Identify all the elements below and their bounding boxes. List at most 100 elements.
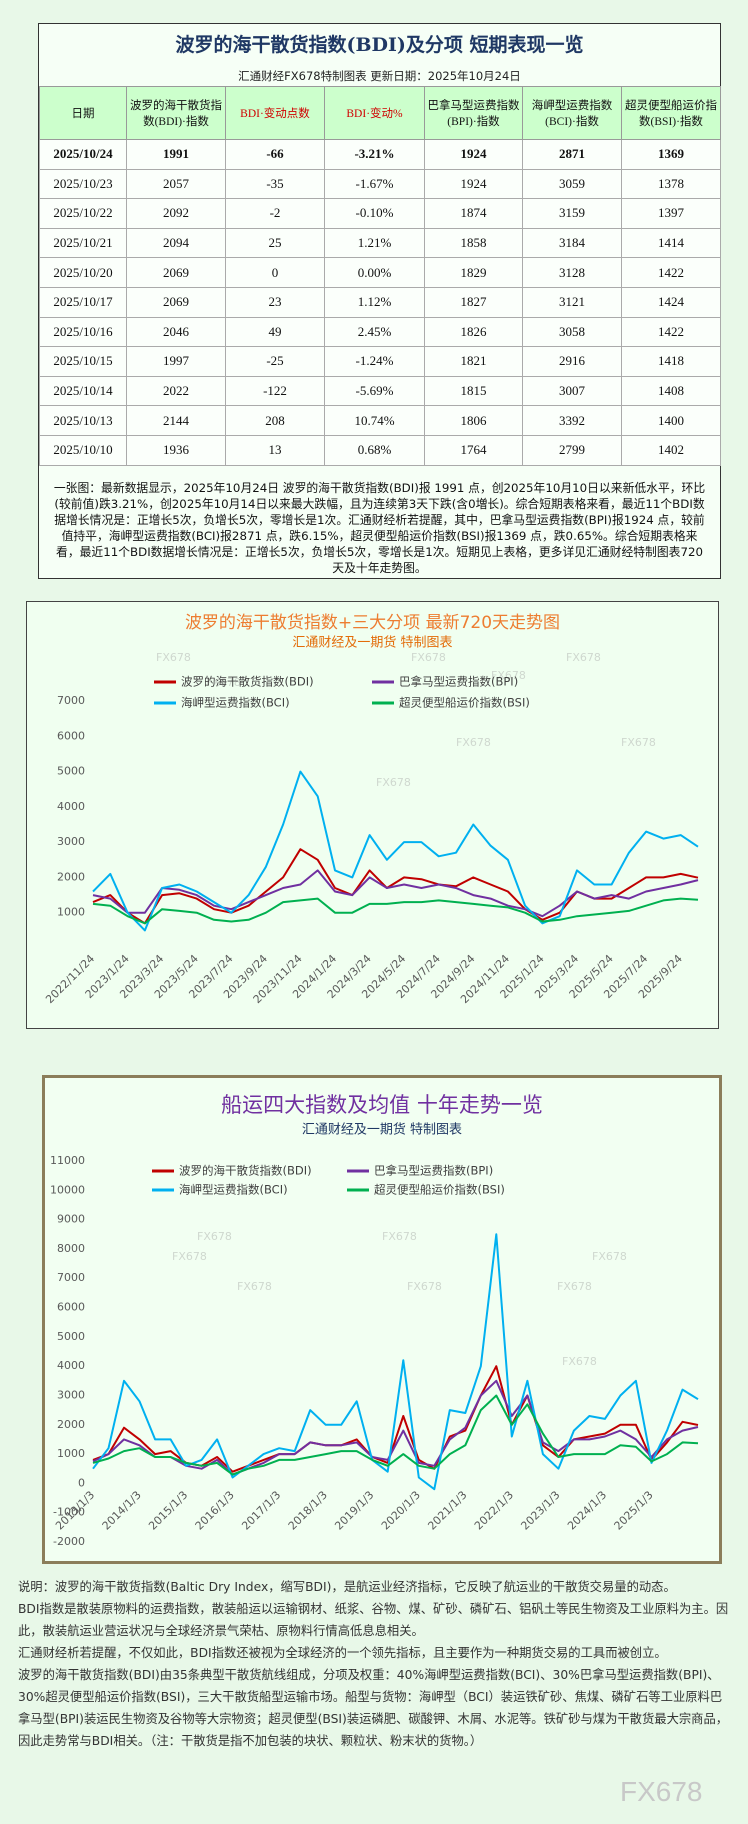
header-cell: 海岬型运费指数(BCI)·指数 — [522, 86, 622, 140]
watermark: FX678 — [456, 736, 491, 749]
table-cell: 2025/10/22 — [39, 198, 127, 229]
table-cell: -35 — [225, 168, 325, 200]
description: 说明：波罗的海干散货指数(Baltic Dry Index，缩写BDI)，是航运… — [18, 1576, 732, 1752]
chart-title: 船运四大指数及均值 十年走势一览 — [221, 1093, 543, 1117]
table-cell: 1829 — [424, 257, 523, 288]
chart-subtitle: 汇通财经及一期货 特制图表 — [292, 635, 452, 651]
table-cell: -0.10% — [324, 198, 425, 229]
chart-subtitle: 汇通财经及一期货 特制图表 — [302, 1122, 462, 1138]
y-tick-label: 8000 — [57, 1242, 85, 1255]
table-cell: 1858 — [424, 227, 523, 259]
table-cell: 0 — [225, 257, 325, 288]
header-cell: 日期 — [39, 86, 127, 140]
table-cell: 2025/10/21 — [39, 227, 127, 259]
series-line — [92, 770, 699, 932]
table-cell: 1821 — [424, 346, 523, 377]
table-cell: 2025/10/20 — [39, 257, 127, 288]
table-cell: 2057 — [126, 168, 226, 200]
table-row: 2025/10/20 2069 0 0.00% 1829 3128 1422 — [39, 257, 721, 288]
watermark: FX678 — [621, 736, 656, 749]
table-cell: 2025/10/23 — [39, 168, 127, 200]
table-cell: 1826 — [424, 316, 523, 348]
table-cell: 1827 — [424, 286, 523, 318]
table-cell: 1.21% — [324, 227, 425, 259]
table-cell: 2046 — [126, 316, 226, 348]
watermark: FX678 — [411, 651, 446, 664]
legend-label: 超灵便型船运价指数(BSI) — [399, 696, 530, 710]
legend-label: 巴拿马型运费指数(BPI) — [399, 675, 518, 689]
table-cell: 49 — [225, 316, 325, 348]
table-cell: 2.45% — [324, 316, 425, 348]
table-title: 波罗的海干散货指数(BDI)及分项 短期表现一览 — [175, 34, 584, 56]
watermark: FX678 — [557, 1280, 592, 1293]
legend-label: 超灵便型船运价指数(BSI) — [374, 1183, 505, 1197]
summary-panel: 波罗的海干散货指数(BDI)及分项 短期表现一览 汇通财经FX678特制图表 更… — [38, 23, 721, 579]
table-cell: 1874 — [424, 198, 523, 229]
series-line — [92, 1394, 699, 1476]
table-cell: 1369 — [621, 139, 721, 170]
table-cell: 25 — [225, 227, 325, 259]
table-cell: 1.12% — [324, 286, 425, 318]
table-cell: 3392 — [522, 405, 622, 436]
table-cell: 2069 — [126, 286, 226, 318]
table-row: 2025/10/16 2046 49 2.45% 1826 3058 1422 — [39, 316, 721, 348]
y-tick-label: 2000 — [57, 870, 85, 883]
header-cell: 波罗的海干散货指数(BDI)·指数 — [126, 86, 226, 140]
y-tick-label: 0 — [78, 1476, 85, 1489]
watermark: FX678 — [206, 676, 241, 689]
table-cell: 1378 — [621, 168, 721, 200]
table-cell: -1.67% — [324, 168, 425, 200]
table-cell: 1424 — [621, 286, 721, 318]
table-cell: 3058 — [522, 316, 622, 348]
table-cell: 1806 — [424, 405, 523, 436]
table-row: 2025/10/10 1936 13 0.68% 1764 2799 1402 — [39, 434, 721, 466]
watermark: FX678 — [197, 1230, 232, 1243]
table-cell: 1422 — [621, 316, 721, 348]
header-cell: 巴拿马型运费指数(BPI)·指数 — [424, 86, 523, 140]
legend-label: 巴拿马型运费指数(BPI) — [374, 1164, 493, 1178]
header-cell: BDI·变动点数 — [225, 86, 325, 140]
table-cell: 1936 — [126, 434, 226, 466]
watermark: FX678 — [237, 1280, 272, 1293]
watermark: FX678 — [407, 1280, 442, 1293]
table-cell: 2025/10/24 — [39, 139, 127, 170]
series-line — [92, 869, 699, 918]
table-cell: 2799 — [522, 434, 622, 466]
description-paragraph: 汇通财经析若提醒，不仅如此，BDI指数还被视为全球经济的一个领先指标，且主要作为… — [18, 1646, 667, 1660]
series-line — [92, 1233, 699, 1491]
table-cell: 3128 — [522, 257, 622, 288]
watermark: FX678 — [376, 776, 411, 789]
header-cell: BDI·变动% — [324, 86, 425, 140]
table-row: 2025/10/23 2057 -35 -1.67% 1924 3059 1378 — [39, 168, 721, 200]
table-row: 2025/10/21 2094 25 1.21% 1858 3184 1414 — [39, 227, 721, 259]
table-cell: -2 — [225, 198, 325, 229]
table-cell: -122 — [225, 375, 325, 407]
table-cell: 3121 — [522, 286, 622, 318]
chart-title: 波罗的海干散货指数+三大分项 最新720天走势图 — [185, 613, 560, 633]
table-cell: 1991 — [126, 139, 226, 170]
watermark: FX678 — [562, 1355, 597, 1368]
table-cell: 1815 — [424, 375, 523, 407]
table-cell: 2069 — [126, 257, 226, 288]
y-tick-label: 3000 — [57, 1388, 85, 1401]
legend-label: 海岬型运费指数(BCI) — [179, 1183, 288, 1197]
table-cell: 1397 — [621, 198, 721, 229]
watermark: FX678 — [592, 1250, 627, 1263]
table-cell: 1764 — [424, 434, 523, 466]
table-cell: 1418 — [621, 346, 721, 377]
y-tick-label: 1000 — [57, 906, 85, 919]
table-row: 2025/10/22 2092 -2 -0.10% 1874 3159 1397 — [39, 198, 721, 229]
watermark: FX678 — [156, 651, 191, 664]
table-row: 2025/10/14 2022 -122 -5.69% 1815 3007 1408 — [39, 375, 721, 407]
y-tick-label: 6000 — [57, 1301, 85, 1314]
table-cell: 23 — [225, 286, 325, 318]
table-row: 2025/10/13 2144 208 10.74% 1806 3392 1400 — [39, 405, 721, 436]
chart-10y: FX678 FX678 FX678 FX678 FX678 FX678 FX678 FX678… — [42, 1075, 722, 1564]
chart-frame — [42, 1075, 722, 1564]
series-line — [92, 1379, 699, 1476]
y-tick-label: 7000 — [57, 694, 85, 707]
summary-table: 日期 波罗的海干散货指数(BDI)·指数 BDI·变动点数 BDI·变动% 巴拿马型运费… — [39, 86, 721, 466]
watermark: FX678 — [382, 1230, 417, 1243]
table-body: 2025/10/24 1991 -66 -3.21% 1924 2871 1369 2025/… — [39, 139, 721, 466]
